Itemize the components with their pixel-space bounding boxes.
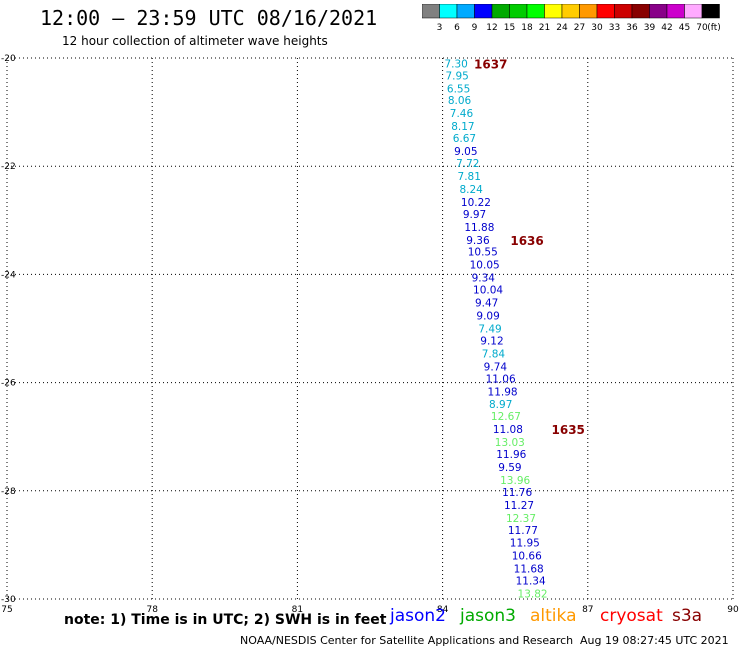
- swh-data-label: 9.74: [484, 361, 508, 373]
- swh-data-label: 7.84: [482, 348, 506, 360]
- pass-number-annotation: 1636: [510, 234, 543, 248]
- satellite-s3a-label: s3a: [672, 606, 703, 626]
- swh-data-label: 10.05: [470, 260, 500, 272]
- legend-label: 39: [644, 23, 656, 33]
- legend-label: 45: [679, 23, 690, 33]
- swh-data-label: 8.24: [459, 184, 483, 196]
- x-tick-label: 90: [727, 605, 739, 615]
- pass-number-annotation: 1637: [474, 57, 507, 71]
- satellite-jason2-label: jason2: [390, 606, 446, 626]
- swh-data-label: 11.27: [504, 500, 534, 512]
- swh-data-label: 9.09: [476, 311, 499, 323]
- timestamp-text: Aug 19 08:27:45 UTC 2021: [580, 634, 729, 647]
- swh-data-label: 10.22: [461, 197, 491, 209]
- pass-number-annotation: 1635: [552, 423, 585, 437]
- swh-data-label: 11.34: [516, 576, 546, 588]
- swh-data-label: 7.81: [458, 171, 481, 183]
- swh-data-label: 9.47: [475, 298, 498, 310]
- swh-data-label: 9.12: [480, 335, 503, 347]
- swh-data-label: 12.37: [506, 513, 536, 525]
- swh-data-label: 11.98: [488, 386, 518, 398]
- swh-data-label: 11.68: [514, 564, 544, 576]
- swh-data-label: 9.36: [466, 235, 490, 247]
- swh-data-label: 6.67: [453, 133, 476, 145]
- x-tick-label: 87: [582, 605, 593, 615]
- y-tick-label: -28: [1, 487, 16, 497]
- legend-label: 36: [626, 23, 638, 33]
- legend-label: 6: [454, 23, 460, 33]
- swh-data-label: 11.96: [496, 449, 526, 461]
- swh-data-label: 11.95: [510, 538, 540, 550]
- x-tick-label: 81: [292, 605, 303, 615]
- y-tick-label: -24: [1, 270, 16, 280]
- swh-data-label: 13.96: [500, 475, 530, 487]
- legend-label: 42: [661, 23, 672, 33]
- legend-label: 12: [486, 23, 497, 33]
- swh-data-label: 11.76: [502, 487, 532, 499]
- page-title: 12:00 – 23:59 UTC 08/16/2021: [40, 6, 378, 30]
- legend-label: 15: [504, 23, 515, 33]
- swh-data-label: 11.88: [464, 222, 494, 234]
- legend-label: 18: [521, 23, 533, 33]
- y-tick-label: -22: [1, 162, 16, 172]
- swh-data-label: 7.95: [445, 70, 468, 82]
- legend-label: 3: [437, 23, 443, 33]
- x-tick-label: 75: [1, 605, 12, 615]
- swh-data-label: 6.55: [447, 83, 470, 95]
- y-tick-label: -26: [1, 379, 16, 389]
- swh-data-label: 7.72: [456, 158, 479, 170]
- y-tick-label: -20: [1, 54, 16, 64]
- legend-label: 30: [591, 23, 603, 33]
- swh-data-label: 10.04: [473, 285, 503, 297]
- swh-data-label: 12.67: [491, 411, 521, 423]
- swh-data-label: 7.30: [444, 58, 467, 70]
- swh-data-label: 7.46: [450, 108, 474, 120]
- swh-data-label: 13.03: [495, 437, 525, 449]
- swh-data-label: 13.82: [518, 589, 548, 601]
- swh-data-label: 9.34: [472, 273, 496, 285]
- swh-data-label: 8.97: [489, 399, 512, 411]
- satellite-cryosat-label: cryosat: [600, 606, 663, 626]
- swh-data-label: 11.77: [508, 525, 538, 537]
- satellite-altika-label: altika: [530, 606, 577, 626]
- legend-label: 24: [556, 23, 568, 33]
- x-tick-label: 84: [437, 605, 449, 615]
- x-tick-label: 78: [146, 605, 158, 615]
- legend-label: 21: [539, 23, 550, 33]
- satellite-jason3-label: jason3: [460, 606, 516, 626]
- swh-data-label: 11.06: [486, 373, 516, 385]
- swh-data-label: 9.05: [454, 146, 477, 158]
- swh-data-label: 8.17: [451, 121, 474, 133]
- swh-data-label: 9.97: [463, 209, 486, 221]
- legend-label: 9: [472, 23, 478, 33]
- footer-note: note: 1) Time is in UTC; 2) SWH is in fe…: [64, 612, 387, 628]
- credit-text: NOAA/NESDIS Center for Satellite Applica…: [240, 634, 574, 647]
- swh-data-label: 11.08: [493, 424, 523, 436]
- swh-data-label: 7.49: [478, 324, 501, 336]
- swh-data-label: 10.66: [512, 551, 542, 563]
- page-subtitle: 12 hour collection of altimeter wave hei…: [62, 34, 328, 48]
- swh-data-label: 9.59: [498, 462, 521, 474]
- swh-data-label: 8.06: [448, 95, 472, 107]
- legend-label: 27: [574, 23, 585, 33]
- swh-data-label: 10.55: [468, 247, 498, 259]
- color-legend: 3 6 9 12 15 18 21 24 27 30 33 36 39 42 45 70 (ft): [422, 4, 721, 33]
- legend-swatch: [701, 4, 720, 19]
- legend-unit: (ft): [707, 23, 721, 33]
- legend-label: 70: [696, 23, 708, 33]
- legend-label: 33: [609, 23, 620, 33]
- y-tick-label: -30: [1, 595, 16, 605]
